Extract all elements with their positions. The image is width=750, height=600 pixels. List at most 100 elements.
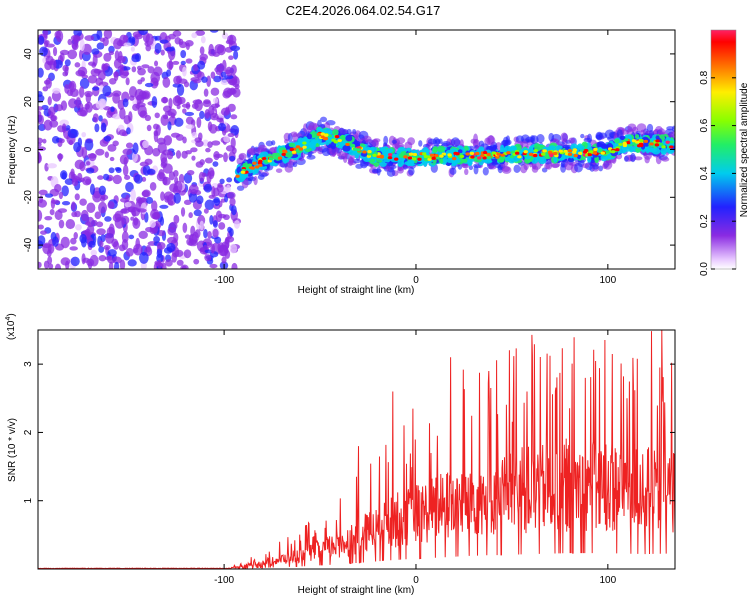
heatmap-peak-cell — [352, 147, 358, 151]
heatmap-peak-cell — [411, 157, 417, 161]
heatmap-noise-cell — [38, 224, 44, 230]
heatmap-halo-cell — [564, 161, 574, 171]
heatmap-halo-cell — [513, 164, 521, 174]
heatmap-noise-cell — [228, 79, 238, 86]
heatmap-noise-cell — [230, 114, 238, 120]
heatmap-core-cell — [600, 154, 608, 162]
heatmap-noise-cell — [38, 151, 42, 163]
heatmap-noise-cell — [54, 104, 64, 112]
heatmap-core-cell — [660, 147, 667, 155]
heatmap-noise-cell — [79, 86, 85, 98]
heatmap-peak-cell — [600, 151, 606, 155]
heatmap-noise-cell — [60, 257, 71, 266]
heatmap-noise-cell — [213, 75, 222, 83]
heatmap-core-cell — [614, 138, 620, 144]
heatmap-peak-cell — [515, 151, 520, 155]
heatmap-core-cell — [567, 157, 575, 163]
heatmap-halo-cell — [317, 119, 322, 128]
heatmap-halo-cell — [449, 167, 457, 175]
heatmap-noise-cell — [175, 150, 182, 159]
heatmap-peak-cell — [486, 156, 492, 160]
heatmap-noise-cell — [64, 59, 71, 67]
heatmap-noise-cell — [192, 99, 203, 105]
heatmap-halo-cell — [408, 167, 415, 176]
heatmap-noise-cell — [188, 212, 193, 219]
heatmap-peak-cell — [295, 145, 301, 149]
heatmap-core-cell — [360, 151, 369, 157]
heatmap-noise-cell — [168, 171, 176, 181]
heatmap-noise-cell — [86, 161, 91, 166]
heatmap-noise-cell — [92, 113, 99, 123]
heatmap-halo-cell — [595, 134, 602, 140]
heatmap-noise-cell — [173, 192, 182, 204]
heatmap-noise-cell — [44, 215, 53, 221]
heatmap-noise-cell — [129, 95, 135, 101]
heatmap-noise-cell — [112, 92, 121, 104]
heatmap-noise-cell — [98, 254, 107, 262]
heatmap-peak-cell — [379, 155, 384, 159]
spectrogram-ticks: -100 0 100 -40 -20 0 20 40 — [23, 30, 675, 286]
heatmap-noise-cell — [207, 121, 213, 132]
heatmap-halo-cell — [321, 147, 331, 157]
heatmap-noise-cell — [124, 175, 131, 181]
spectrogram-heatmap — [38, 30, 675, 269]
heatmap-noise-cell — [165, 47, 175, 52]
heatmap-noise-cell — [178, 173, 185, 184]
colorbar-tick-label: 0.4 — [699, 166, 710, 180]
heatmap-noise-cell — [102, 173, 110, 181]
heatmap-peak-cell — [475, 151, 480, 156]
heatmap-peak-cell — [291, 150, 297, 154]
heatmap-noise-cell — [45, 55, 54, 66]
heatmap-noise-cell — [135, 237, 141, 250]
heatmap-noise-cell — [175, 133, 184, 141]
heatmap-noise-cell — [108, 261, 114, 269]
heatmap-noise-cell — [132, 247, 139, 254]
heatmap-peak-cell — [247, 163, 253, 167]
heatmap-peak-cell — [275, 152, 280, 156]
heatmap-noise-cell — [101, 64, 109, 71]
heatmap-noise-cell — [160, 97, 169, 104]
heatmap-noise-cell — [183, 81, 190, 88]
heatmap-noise-cell — [209, 263, 218, 269]
heatmap-halo-cell — [248, 147, 257, 156]
heatmap-noise-cell — [98, 246, 105, 253]
heatmap-core-cell — [288, 142, 296, 148]
heatmap-noise-cell — [184, 111, 195, 117]
heatmap-halo-cell — [581, 163, 590, 169]
heatmap-core-cell — [504, 156, 511, 162]
heatmap-peak-cell — [350, 143, 356, 148]
heatmap-core-cell — [254, 167, 259, 174]
heatmap-noise-cell — [139, 251, 149, 264]
heatmap-core-cell — [555, 145, 563, 150]
heatmap-core-cell — [597, 143, 603, 148]
heatmap-noise-cell — [156, 241, 166, 250]
heatmap-core-cell — [587, 155, 592, 163]
heatmap-noise-cell — [73, 232, 78, 240]
heatmap-noise-cell — [123, 42, 132, 47]
heatmap-noise-cell — [75, 224, 82, 231]
heatmap-noise-cell — [176, 259, 184, 266]
heatmap-noise-cell — [152, 147, 161, 157]
heatmap-noise-cell — [43, 39, 50, 45]
heatmap-peak-cell — [417, 157, 422, 161]
heatmap-noise-cell — [196, 195, 204, 205]
snr-xlabel: Height of straight line (km) — [298, 585, 415, 596]
heatmap-noise-cell — [160, 49, 165, 56]
heatmap-noise-cell — [233, 219, 241, 229]
heatmap-noise-cell — [212, 161, 219, 167]
heatmap-halo-cell — [544, 163, 551, 170]
heatmap-noise-cell — [199, 46, 205, 55]
heatmap-noise-cell — [44, 193, 54, 198]
colorbar: 0.0 0.2 0.4 0.6 0.8 Normalized spectral ampl… — [699, 29, 750, 276]
heatmap-peak-cell — [583, 148, 589, 153]
snr-ytick-label: 3 — [23, 361, 34, 367]
heatmap-peak-cell — [452, 157, 457, 161]
heatmap-peak-cell — [635, 140, 640, 144]
heatmap-halo-cell — [316, 146, 323, 152]
heatmap-noise-cell — [71, 211, 78, 218]
heatmap-noise-cell — [67, 38, 73, 46]
heatmap-halo-cell — [441, 140, 451, 147]
heatmap-peak-cell — [372, 153, 377, 157]
heatmap-noise-cell — [190, 147, 198, 153]
